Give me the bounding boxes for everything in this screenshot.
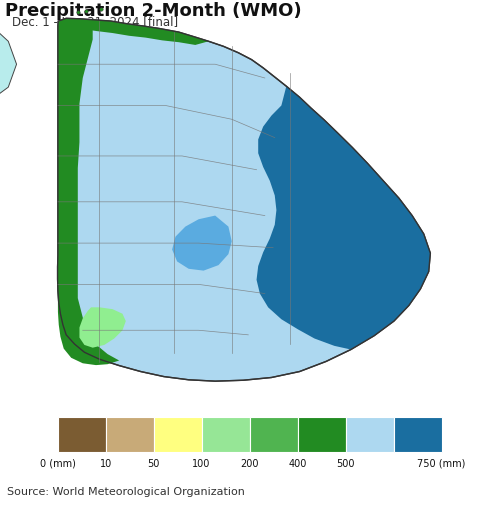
Polygon shape (256, 86, 431, 350)
Text: 750 (mm): 750 (mm) (418, 458, 466, 469)
Bar (346, 418, 394, 452)
Polygon shape (58, 19, 431, 381)
Polygon shape (66, 19, 208, 45)
Text: 50: 50 (147, 458, 160, 469)
Text: 100: 100 (192, 458, 211, 469)
Text: 200: 200 (240, 458, 259, 469)
Text: 500: 500 (336, 458, 355, 469)
Text: 10: 10 (99, 458, 112, 469)
Polygon shape (0, 0, 16, 243)
Text: Dec. 1 - Jan. 31, 2024 [final]: Dec. 1 - Jan. 31, 2024 [final] (12, 16, 178, 29)
Text: Source: World Meteorological Organization: Source: World Meteorological Organizatio… (7, 487, 245, 497)
Polygon shape (58, 19, 119, 365)
Text: 400: 400 (288, 458, 307, 469)
Polygon shape (80, 307, 126, 348)
Text: Precipitation 2-Month (WMO): Precipitation 2-Month (WMO) (5, 2, 301, 20)
Bar (58, 418, 106, 452)
Bar (154, 418, 202, 452)
Text: 0 (mm): 0 (mm) (40, 458, 75, 469)
Bar (202, 418, 250, 452)
Bar (106, 418, 154, 452)
Bar (250, 418, 298, 452)
Polygon shape (172, 216, 232, 270)
Bar (394, 418, 442, 452)
Bar (298, 418, 346, 452)
